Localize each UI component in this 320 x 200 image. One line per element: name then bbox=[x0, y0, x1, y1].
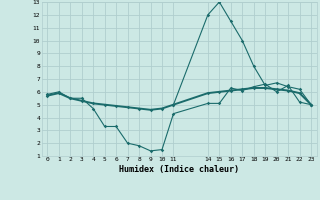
X-axis label: Humidex (Indice chaleur): Humidex (Indice chaleur) bbox=[119, 165, 239, 174]
